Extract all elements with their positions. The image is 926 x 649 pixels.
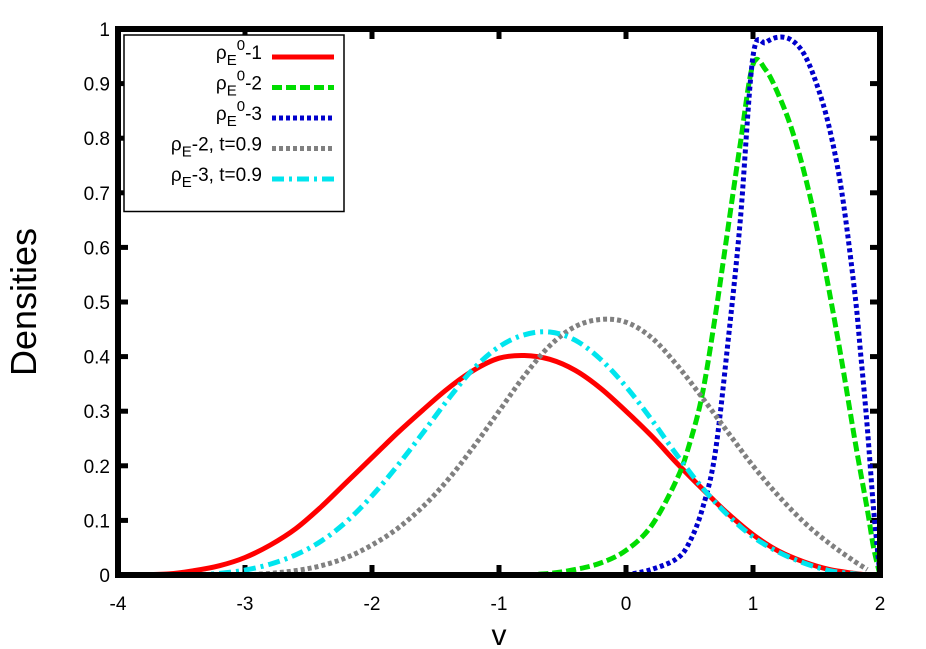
series-line-2: [524, 56, 883, 578]
legend-box: [123, 34, 345, 213]
legend-label-suffix: -2, t=0.9: [192, 135, 262, 156]
x-tick-label: -1: [491, 594, 508, 615]
series-line-4: [244, 316, 869, 578]
x-tick-label: 0: [621, 594, 632, 615]
legend-label-sub: E: [227, 113, 237, 130]
legend-label-suffix: -3, t=0.9: [192, 165, 262, 186]
legend-label-4: ρE-2, t=0.9: [171, 135, 262, 161]
y-tick-label: 0: [99, 566, 110, 587]
series-layer: [130, 34, 883, 578]
x-tick-label: -3: [237, 594, 254, 615]
y-tick-label: 0.2: [84, 457, 110, 478]
legend-label-sub: E: [227, 52, 237, 69]
tick-labels: -4 -3 -2 -1 0 1 200.10.20.30.40.50.60.70.80.91: [84, 20, 886, 615]
legend-label-1: ρE0-1: [216, 37, 262, 69]
y-tick-label: 0.9: [84, 75, 110, 96]
y-tick-label: 0.3: [84, 402, 110, 423]
x-tick-label: 2: [875, 594, 886, 615]
x-tick-label: -4: [110, 594, 127, 615]
y-tick-label: 0.4: [84, 348, 111, 369]
y-tick-label: 0.6: [84, 238, 110, 259]
plot-frame: [115, 26, 883, 578]
legend-label-5: ρE-3, t=0.9: [171, 165, 262, 191]
legend-label-sub: E: [182, 174, 192, 191]
legend-label-sub: E: [227, 83, 237, 100]
y-tick-label: 0.8: [84, 129, 110, 150]
y-tick-label: 0.5: [84, 293, 110, 314]
legend-label-base: ρ: [216, 74, 227, 95]
y-tick-label: 1: [99, 20, 110, 41]
series-line-3: [625, 34, 883, 578]
x-axis-title: v: [492, 619, 507, 649]
series-line-5: [194, 329, 868, 578]
y-tick-label: 0.7: [84, 184, 110, 205]
x-tick-label: -2: [364, 594, 381, 615]
legend-label-suffix: -3: [245, 104, 262, 125]
legend-label-suffix: -2: [245, 74, 262, 95]
legend-label-sup: 0: [237, 98, 245, 115]
legend-label-sub: E: [182, 144, 192, 161]
y-tick-label: 0.1: [84, 511, 110, 532]
legend-label-base: ρ: [171, 165, 182, 186]
series-line-1: [130, 352, 868, 578]
x-tick-label: 1: [748, 594, 759, 615]
legend-label-base: ρ: [216, 43, 227, 64]
y-axis-title: Densities: [3, 228, 44, 376]
legend-label-sup: 0: [237, 37, 245, 54]
legend-label-sup: 0: [237, 68, 245, 85]
legend-label-3: ρE0-3: [216, 98, 262, 130]
legend-label-2: ρE0-2: [216, 68, 262, 100]
legend-label-base: ρ: [216, 104, 227, 125]
legend-label-base: ρ: [171, 135, 182, 156]
legend-label-suffix: -1: [245, 43, 262, 64]
